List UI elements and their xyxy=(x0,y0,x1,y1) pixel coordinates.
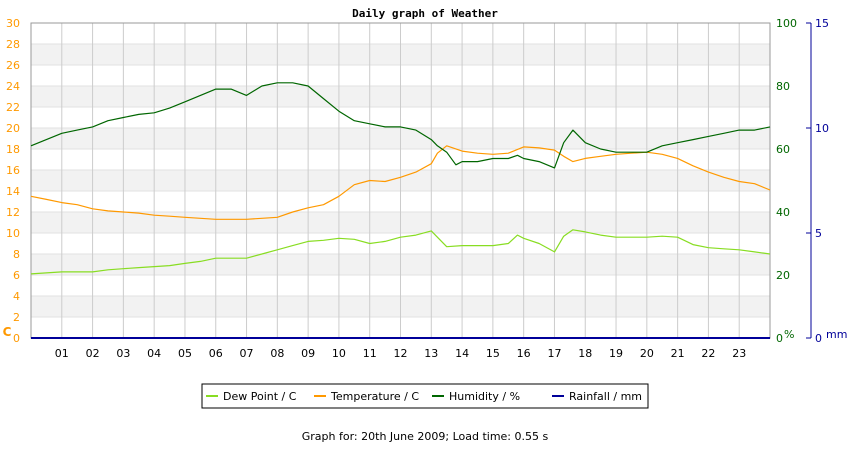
x-tick-label: 14 xyxy=(455,347,469,360)
left-tick-label: 16 xyxy=(6,164,20,177)
x-tick-label: 21 xyxy=(671,347,685,360)
x-tick-label: 12 xyxy=(394,347,408,360)
x-tick-label: 02 xyxy=(86,347,100,360)
rainfall-tick-label: 10 xyxy=(815,122,829,135)
x-tick-label: 17 xyxy=(547,347,561,360)
humidity-tick-label: 40 xyxy=(776,206,790,219)
weather-chart: Daily graph of Weather 02468101214161820… xyxy=(3,7,847,409)
humidity-series-line xyxy=(30,82,771,169)
x-tick-label: 16 xyxy=(517,347,531,360)
x-tick-label: 07 xyxy=(240,347,254,360)
x-tick-label: 22 xyxy=(701,347,715,360)
x-tick-label: 01 xyxy=(55,347,69,360)
legend: Dew Point / C Temperature / C Humidity / %… xyxy=(201,383,649,409)
x-tick-label: 03 xyxy=(116,347,130,360)
x-tick-label: 13 xyxy=(424,347,438,360)
left-tick-label: 4 xyxy=(13,290,20,303)
legend-label: Rainfall / mm xyxy=(569,390,642,403)
left-tick-label: 10 xyxy=(6,227,20,240)
graph-footer: Graph for: 20th June 2009; Load time: 0.… xyxy=(301,430,549,443)
x-tick-label: 18 xyxy=(578,347,592,360)
x-tick-label: 19 xyxy=(609,347,623,360)
legend-label: Dew Point / C xyxy=(223,390,297,403)
x-tick-label: 08 xyxy=(270,347,284,360)
rainfall-axis-unit: mm xyxy=(826,328,847,341)
x-tick-label: 04 xyxy=(147,347,161,360)
left-tick-label: 20 xyxy=(6,122,20,135)
left-axis-unit: C xyxy=(3,325,12,339)
left-tick-label: 2 xyxy=(13,311,20,324)
x-tick-label: 10 xyxy=(332,347,346,360)
humidity-tick-label: 100 xyxy=(776,17,797,30)
x-tick-label: 23 xyxy=(732,347,746,360)
rainfall-tick-label: 0 xyxy=(815,332,822,345)
rainfall-tick-label: 15 xyxy=(815,17,829,30)
series-lines xyxy=(30,82,771,339)
left-tick-label: 28 xyxy=(6,38,20,51)
left-tick-label: 6 xyxy=(13,269,20,282)
rainfall-tick-label: 5 xyxy=(815,227,822,240)
left-tick-label: 24 xyxy=(6,80,20,93)
humidity-tick-label: 0 xyxy=(776,332,783,345)
legend-label: Humidity / % xyxy=(449,390,520,403)
humidity-tick-label: 20 xyxy=(776,269,790,282)
dew-point-series-line xyxy=(30,229,771,275)
vertical-gridlines xyxy=(61,23,740,338)
x-tick-label: 15 xyxy=(486,347,500,360)
chart-title: Daily graph of Weather xyxy=(352,7,498,20)
x-tick-label: 05 xyxy=(178,347,192,360)
humidity-tick-label: 60 xyxy=(776,143,790,156)
left-tick-label: 26 xyxy=(6,59,20,72)
rainfall-axis-ticks: 0 5 10 15 mm xyxy=(806,17,847,345)
left-tick-label: 22 xyxy=(6,101,20,114)
x-tick-label: 06 xyxy=(209,347,223,360)
humidity-axis-ticks: 0 20 40 60 80 100% xyxy=(776,17,797,345)
left-tick-label: 18 xyxy=(6,143,20,156)
legend-label: Temperature / C xyxy=(330,390,419,403)
x-tick-label: 11 xyxy=(363,347,377,360)
left-tick-label: 30 xyxy=(6,17,20,30)
x-axis-ticks: 01 02 03 04 05 06 07 08 09 10 11 12 13 14 15 16 17 18 19 20… xyxy=(55,347,746,360)
x-tick-label: 20 xyxy=(640,347,654,360)
x-tick-label: 09 xyxy=(301,347,315,360)
left-tick-label: 14 xyxy=(6,185,20,198)
humidity-tick-label: 80 xyxy=(776,80,790,93)
legend-box xyxy=(201,383,649,409)
left-tick-label: 0 xyxy=(13,332,20,345)
left-tick-label: 8 xyxy=(13,248,20,261)
humidity-axis-unit: % xyxy=(784,328,794,341)
left-tick-label: 12 xyxy=(6,206,20,219)
